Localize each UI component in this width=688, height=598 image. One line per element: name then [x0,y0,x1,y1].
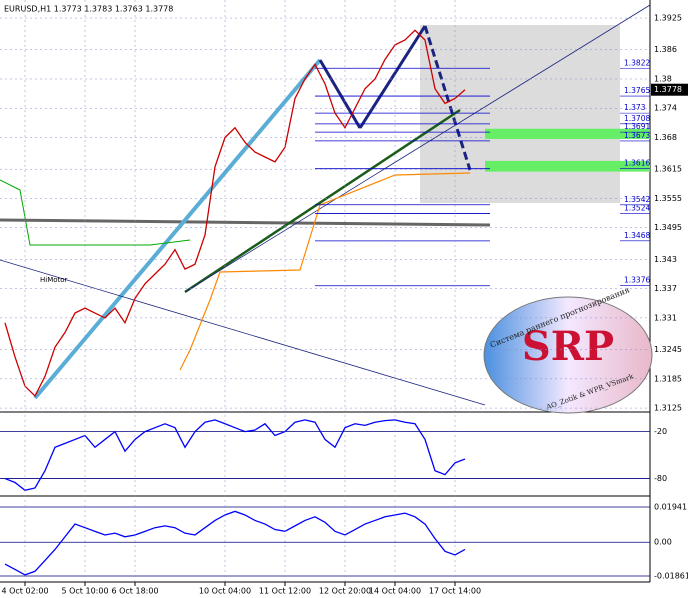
y-tick-label: 1.38 [654,74,672,83]
y-tick-label: 1.386 [654,45,677,54]
trend-line [184,108,461,294]
price-tag-label: 1.3778 [654,85,682,94]
y-tick-label: 1.3185 [654,374,682,383]
y-tick-label: 0.01941 [654,502,687,511]
x-tick-label: 11 Oct 12:00 [259,587,311,596]
trend-lines [0,4,651,406]
y-tick-label: 1.3495 [654,223,682,232]
trend-line [318,59,362,129]
x-tick-label: 17 Oct 14:00 [429,587,481,596]
level-label: 1.3376 [624,276,650,285]
level-label: 1.3673 [624,131,650,140]
y-tick-label: 0.00 [654,538,672,547]
x-tick-label: 6 Oct 18:00 [111,587,158,596]
y-tick-label: -0.01861 [654,572,688,581]
x-tick-label: 14 Oct 04:00 [369,587,421,596]
x-tick-label: 5 Oct 10:00 [61,587,108,596]
zone [485,160,650,172]
y-tick-label: 1.3125 [654,404,682,413]
level-label: 1.3542 [624,195,650,204]
y-tick-label: 1.3555 [654,194,682,203]
zone [485,128,650,139]
price-line [4,510,466,576]
indicator-line [179,172,471,371]
level-label: 1.3524 [624,204,650,213]
y-tick-label: 1.337 [654,284,677,293]
logo-title: SRP [522,323,614,370]
level-label: 1.3708 [624,114,650,123]
trend-line [423,25,472,171]
y-tick-label: 1.368 [654,133,677,142]
x-tick-label: 4 Oct 02:00 [1,587,48,596]
y-tick-label: 1.3925 [654,14,682,23]
y-tick-label: 1.331 [654,313,677,322]
trend-line [33,58,322,400]
chart-title: EURUSD,H1 1.3773 1.3783 1.3763 1.3778 [4,5,173,14]
level-label: 1.3691 [624,122,650,131]
logo-ellipse [483,296,653,414]
forecast-area [420,25,620,203]
indicator-line [0,179,191,246]
trend-line [184,4,651,293]
y-tick-label: -80 [654,474,667,483]
price-line [4,29,466,397]
x-tick-label: 12 Oct 20:00 [319,587,371,596]
y-tick-label: 1.3615 [654,165,682,174]
annotation: HiMotor [40,276,68,284]
trend-line [0,218,491,227]
y-tick-label: 1.3245 [654,345,682,354]
y-tick-label: 1.343 [654,255,677,264]
x-tick-label: 10 Oct 04:00 [199,587,251,596]
level-label: 1.3616 [624,159,650,168]
y-tick-label: 1.374 [654,104,677,113]
trend-line [358,25,427,129]
price-tag [651,83,688,96]
level-label: 1.3822 [624,58,650,67]
y-tick-label: -20 [654,427,667,436]
level-label: 1.3765 [624,86,650,95]
price-line [4,419,466,492]
trend-line [0,259,486,406]
level-label: 1.373 [624,103,646,112]
level-label: 1.3468 [624,231,650,240]
